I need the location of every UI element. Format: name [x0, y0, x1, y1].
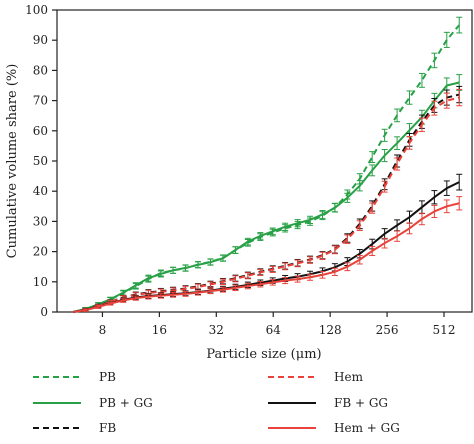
- series-group: [72, 85, 463, 313]
- series-line: [72, 93, 460, 313]
- x-tick-label: 256: [376, 323, 399, 337]
- series-line: [72, 96, 460, 313]
- series-line: [72, 181, 460, 313]
- legend-label: FB + GG: [334, 396, 388, 410]
- legend-label: Hem: [334, 370, 364, 384]
- y-tick-label: 60: [33, 124, 48, 138]
- x-tick-label: 32: [209, 323, 224, 337]
- series-group: [72, 88, 463, 313]
- x-tick-label: 128: [319, 323, 342, 337]
- series-line: [72, 81, 460, 313]
- series-line: [72, 24, 460, 313]
- legend-label: Hem + GG: [334, 421, 400, 435]
- y-tick-label: 80: [33, 63, 48, 77]
- series-group: [72, 74, 463, 313]
- x-tick-label: 16: [152, 323, 167, 337]
- y-tick-label: 70: [33, 94, 48, 108]
- series-group: [72, 16, 463, 313]
- y-axis-title: Cumulative volume share (%): [5, 64, 20, 259]
- legend-label: PB + GG: [99, 396, 153, 410]
- series-group: [72, 173, 463, 313]
- y-tick-label: 30: [33, 214, 48, 228]
- legend: PB Hem PB + GG FB + GG FB Hem + GG: [33, 370, 400, 435]
- legend-item: FB: [33, 421, 116, 435]
- series-layer: [72, 16, 463, 313]
- x-axis-ticks: 8 16 32 64 128 256 512: [99, 312, 456, 337]
- y-tick-label: 10: [33, 275, 48, 289]
- y-tick-label: 20: [33, 245, 48, 259]
- legend-item: PB + GG: [33, 396, 153, 410]
- legend-item: Hem: [268, 370, 364, 384]
- y-tick-label: 0: [40, 305, 48, 319]
- y-tick-label: 90: [33, 33, 48, 47]
- x-tick-label: 8: [99, 323, 107, 337]
- plot-frame: [56, 9, 473, 313]
- x-tick-label: 64: [266, 323, 282, 337]
- x-axis-title: Particle size (μm): [206, 347, 321, 362]
- legend-item: FB + GG: [268, 396, 388, 410]
- y-tick-label: 50: [33, 154, 48, 168]
- y-tick-label: 40: [33, 184, 48, 198]
- x-tick-label: 512: [433, 323, 456, 337]
- y-tick-label: 100: [25, 3, 48, 17]
- y-axis-ticks: 0 10 20 30 40 50 60 70 80 90 100: [25, 3, 57, 319]
- legend-item: Hem + GG: [268, 421, 400, 435]
- legend-label: FB: [99, 421, 116, 435]
- legend-label: PB: [99, 370, 116, 384]
- series-group: [73, 196, 463, 313]
- legend-item: PB: [33, 370, 116, 384]
- series-line: [73, 202, 460, 313]
